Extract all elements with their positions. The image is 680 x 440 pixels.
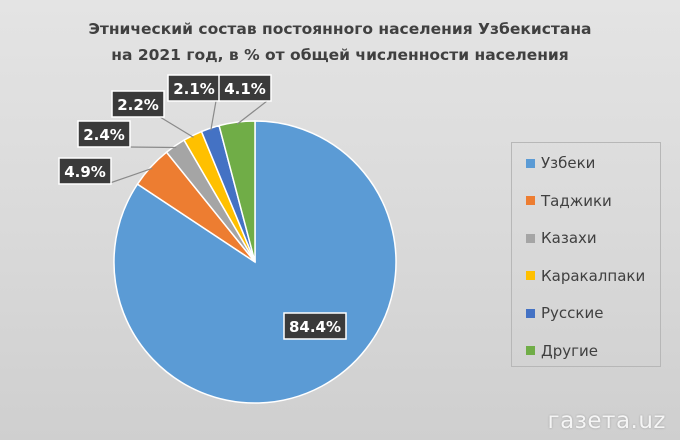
data-label-казахи: 2.4%	[83, 126, 125, 144]
chart-title-line-1: Этнический состав постоянного населения …	[88, 20, 592, 38]
legend-swatch	[526, 158, 535, 168]
data-label-box-каракалпаки	[111, 90, 165, 118]
legend: Узбеки Таджики Казахи Каракалпаки Русские Дру…	[511, 142, 661, 367]
chart-title-line-2: на 2021 год, в % от общей численности на…	[111, 46, 569, 64]
legend-swatch	[526, 233, 535, 243]
legend-swatch	[526, 196, 535, 205]
data-label-box-таджики	[58, 157, 112, 185]
legend-label: Узбеки	[541, 154, 596, 172]
legend-swatch	[526, 308, 535, 318]
legend-label: Казахи	[541, 229, 597, 247]
data-label-узбеки: 84.4%	[289, 318, 341, 336]
data-label-box-русские	[167, 74, 221, 102]
legend-swatch	[526, 271, 535, 280]
data-label-box-казахи	[77, 120, 131, 148]
legend-label: Другие	[541, 341, 598, 360]
data-label-каракалпаки: 2.2%	[117, 96, 159, 114]
legend-item-таджики: Таджики	[526, 191, 612, 211]
legend-item-другие: Другие	[526, 341, 598, 361]
legend-item-казахи: Казахи	[526, 228, 597, 248]
legend-label: Каракалпаки	[541, 266, 646, 285]
leader-line-русские	[210, 100, 217, 131]
legend-item-каракалпаки: Каракалпаки	[526, 266, 645, 286]
pie-slices	[113, 120, 397, 404]
data-label-таджики: 4.9%	[64, 163, 106, 181]
data-label-русские: 2.1%	[173, 80, 215, 98]
legend-item-русские: Русские	[526, 303, 603, 323]
legend-label: Русские	[541, 304, 604, 322]
leader-line-таджики	[106, 167, 153, 185]
data-label-другие: 4.1%	[224, 80, 266, 98]
legend-label: Таджики	[541, 191, 612, 210]
watermark: газета.uz	[547, 408, 666, 434]
data-labels: 84.4% 4.9% 2.4% 2.2% 2.1% 4.1%	[58, 74, 347, 340]
data-label-box-узбеки	[283, 312, 347, 340]
pie-slice-другие	[218, 120, 256, 263]
legend-swatch	[526, 346, 535, 355]
leader-line-другие	[236, 100, 268, 125]
leader-line-каракалпаки	[159, 116, 194, 138]
data-label-box-другие	[218, 74, 272, 102]
legend-item-узбеки: Узбеки	[526, 153, 595, 173]
chart-title: Этнический состав постоянного населения …	[20, 16, 660, 68]
leader-lines	[106, 100, 268, 185]
